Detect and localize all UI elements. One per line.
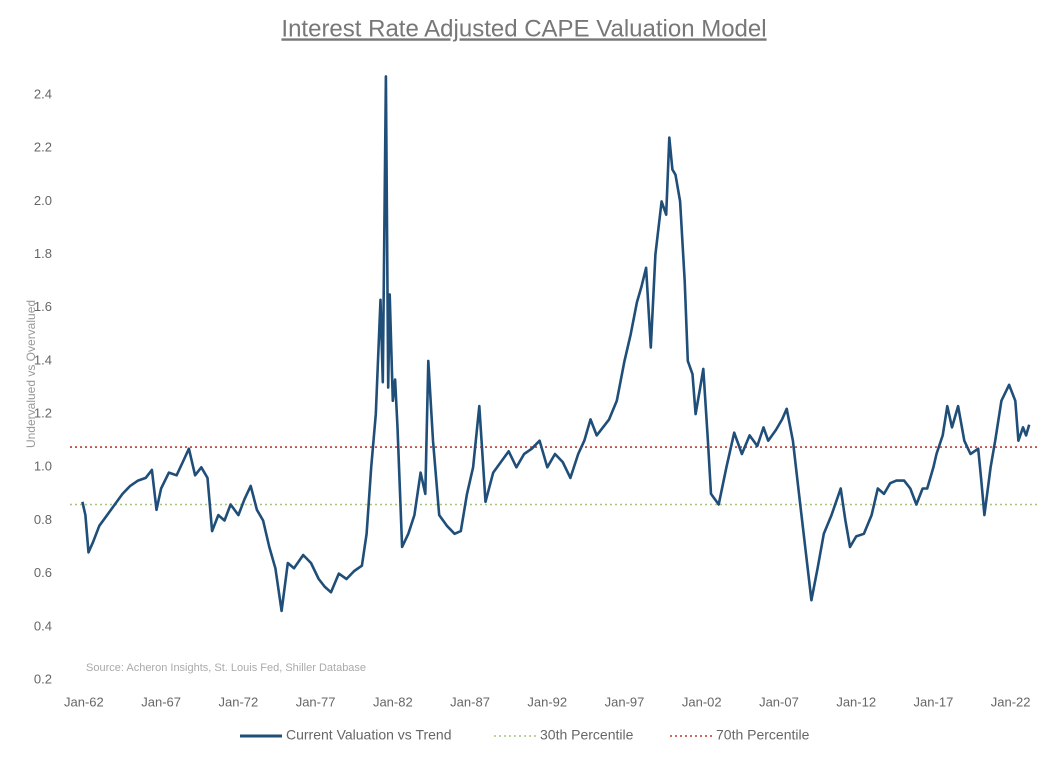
x-tick-label: Jan-07 — [759, 694, 799, 709]
y-tick-label: 2.4 — [34, 86, 52, 101]
y-axis-label: Undervalued vs Overvalued — [24, 300, 38, 448]
y-tick-label: 1.2 — [34, 406, 52, 421]
x-tick-label: Jan-87 — [450, 694, 490, 709]
x-tick-label: Jan-92 — [527, 694, 567, 709]
x-tick-label: Jan-02 — [682, 694, 722, 709]
y-tick-label: 2.2 — [34, 140, 52, 155]
x-tick-label: Jan-17 — [914, 694, 954, 709]
x-tick-label: Jan-22 — [991, 694, 1031, 709]
y-tick-label: 2.0 — [34, 193, 52, 208]
legend-label: 70th Percentile — [716, 727, 810, 743]
y-tick-label: 0.2 — [34, 671, 52, 686]
chart-title: Interest Rate Adjusted CAPE Valuation Mo… — [281, 15, 766, 42]
y-tick-label: 0.4 — [34, 618, 52, 633]
y-tick-label: 1.4 — [34, 352, 52, 367]
x-tick-label: Jan-97 — [605, 694, 645, 709]
x-tick-label: Jan-12 — [836, 694, 876, 709]
series-line — [81, 75, 1031, 613]
x-tick-label: Jan-62 — [64, 694, 104, 709]
y-tick-label: 1.8 — [34, 246, 52, 261]
y-tick-label: 1.6 — [34, 299, 52, 314]
x-tick-label: Jan-67 — [141, 694, 181, 709]
y-tick-label: 1.0 — [34, 459, 52, 474]
legend-label: Current Valuation vs Trend — [286, 727, 452, 743]
x-tick-label: Jan-82 — [373, 694, 413, 709]
source-note: Source: Acheron Insights, St. Louis Fed,… — [86, 662, 366, 674]
x-tick-label: Jan-77 — [296, 694, 336, 709]
x-tick-label: Jan-72 — [218, 694, 258, 709]
legend-label: 30th Percentile — [540, 727, 634, 743]
y-tick-label: 0.6 — [34, 565, 52, 580]
y-tick-label: 0.8 — [34, 512, 52, 527]
